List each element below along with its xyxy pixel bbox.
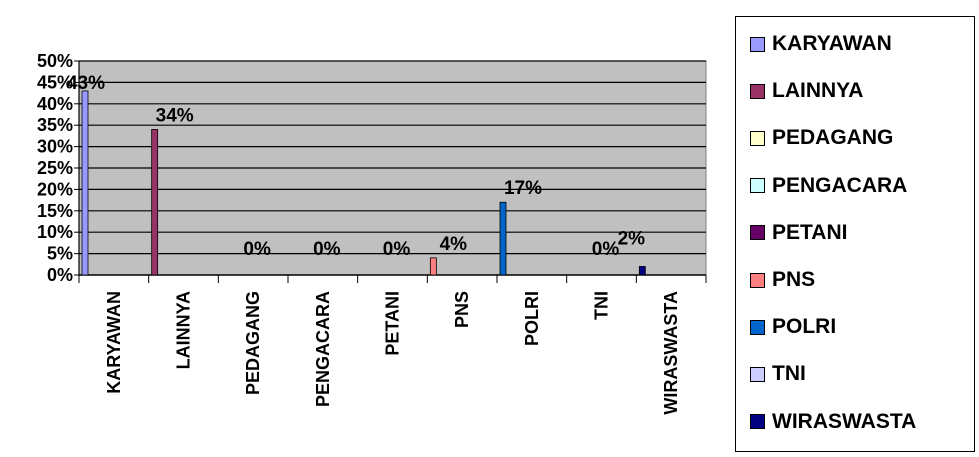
- bar: [429, 257, 437, 276]
- legend: KARYAWAN LAINNYA PEDAGANG PENGACARA PETANI PN…: [735, 16, 975, 452]
- bar: [638, 266, 646, 276]
- bar: [81, 90, 89, 276]
- bar: [499, 201, 507, 276]
- legend-item: TNI: [750, 359, 806, 389]
- legend-swatch: [750, 319, 765, 335]
- data-label: 0%: [383, 239, 411, 260]
- data-label: 43%: [67, 73, 105, 94]
- category-label: PENGACARA: [313, 291, 333, 407]
- legend-label: TNI: [772, 362, 806, 386]
- y-tick-label: 35%: [37, 115, 73, 135]
- data-label: 4%: [440, 234, 468, 255]
- legend-swatch: [750, 36, 765, 52]
- legend-swatch: [750, 130, 765, 146]
- data-label: 34%: [156, 105, 194, 126]
- legend-swatch: [750, 272, 765, 288]
- legend-label: POLRI: [772, 315, 837, 339]
- category-label: TNI: [592, 291, 612, 320]
- bar: [151, 129, 159, 276]
- data-label: 0%: [243, 239, 271, 260]
- category-label: WIRASWASTA: [661, 291, 681, 415]
- y-tick-label: 15%: [37, 201, 73, 221]
- legend-item: PENGACARA: [750, 171, 907, 201]
- x-axis: [78, 274, 707, 283]
- y-tick-label: 20%: [37, 179, 73, 199]
- legend-label: PNS: [772, 268, 816, 291]
- legend-item: PNS: [750, 265, 815, 295]
- y-tick-label: 25%: [37, 158, 73, 178]
- y-tick-label: 45%: [37, 72, 73, 92]
- legend-label: KARYAWAN: [772, 32, 892, 55]
- bars: [81, 90, 646, 276]
- legend-item: WIRASWASTA: [750, 407, 916, 437]
- y-tick-label: 0%: [47, 265, 73, 285]
- legend-label: PENGACARA: [772, 173, 908, 197]
- gridlines: [79, 60, 706, 255]
- legend-item: PETANI: [750, 218, 847, 248]
- data-label: 17%: [504, 178, 542, 199]
- legend-label: PETANI: [772, 220, 848, 244]
- legend-item: PEDAGANG: [750, 123, 893, 153]
- category-label: PEDAGANG: [243, 291, 263, 395]
- legend-label: LAINNYA: [772, 79, 864, 103]
- category-label: KARYAWAN: [104, 291, 124, 394]
- data-labels: 43%34%0% 0% 0% 4%17%0%2%: [67, 73, 645, 260]
- category-label: PETANI: [383, 291, 403, 356]
- legend-swatch: [750, 366, 765, 382]
- data-label: 0%: [313, 239, 341, 260]
- data-label: 0%: [592, 239, 620, 260]
- category-label: PNS: [452, 291, 472, 328]
- y-tick-label: 5%: [47, 244, 73, 264]
- legend-swatch: [750, 178, 765, 194]
- y-tick-label: 10%: [37, 222, 73, 242]
- bar-chart: 0%5%10%15%20%25%30%35%40%45%50% 43%34%0%…: [37, 51, 707, 415]
- category-label: LAINNYA: [174, 291, 194, 369]
- category-labels: KARYAWAN LAINNYA PEDAGANG PENGACARA PETANI PN…: [104, 291, 681, 415]
- y-axis: 0%5%10%15%20%25%30%35%40%45%50%: [37, 51, 80, 285]
- y-tick-label: 40%: [37, 94, 73, 114]
- y-tick-label: 30%: [37, 137, 73, 157]
- category-label: POLRI: [522, 291, 542, 346]
- legend-swatch: [750, 225, 765, 241]
- legend-item: LAINNYA: [750, 76, 863, 106]
- legend-swatch: [750, 83, 765, 99]
- legend-item: POLRI: [750, 312, 836, 342]
- legend-swatch: [750, 414, 765, 430]
- data-label: 2%: [618, 228, 646, 249]
- legend-label: PEDAGANG: [772, 126, 894, 150]
- y-tick-label: 50%: [37, 51, 73, 71]
- legend-item: KARYAWAN: [750, 29, 892, 59]
- legend-label: WIRASWASTA: [772, 409, 917, 433]
